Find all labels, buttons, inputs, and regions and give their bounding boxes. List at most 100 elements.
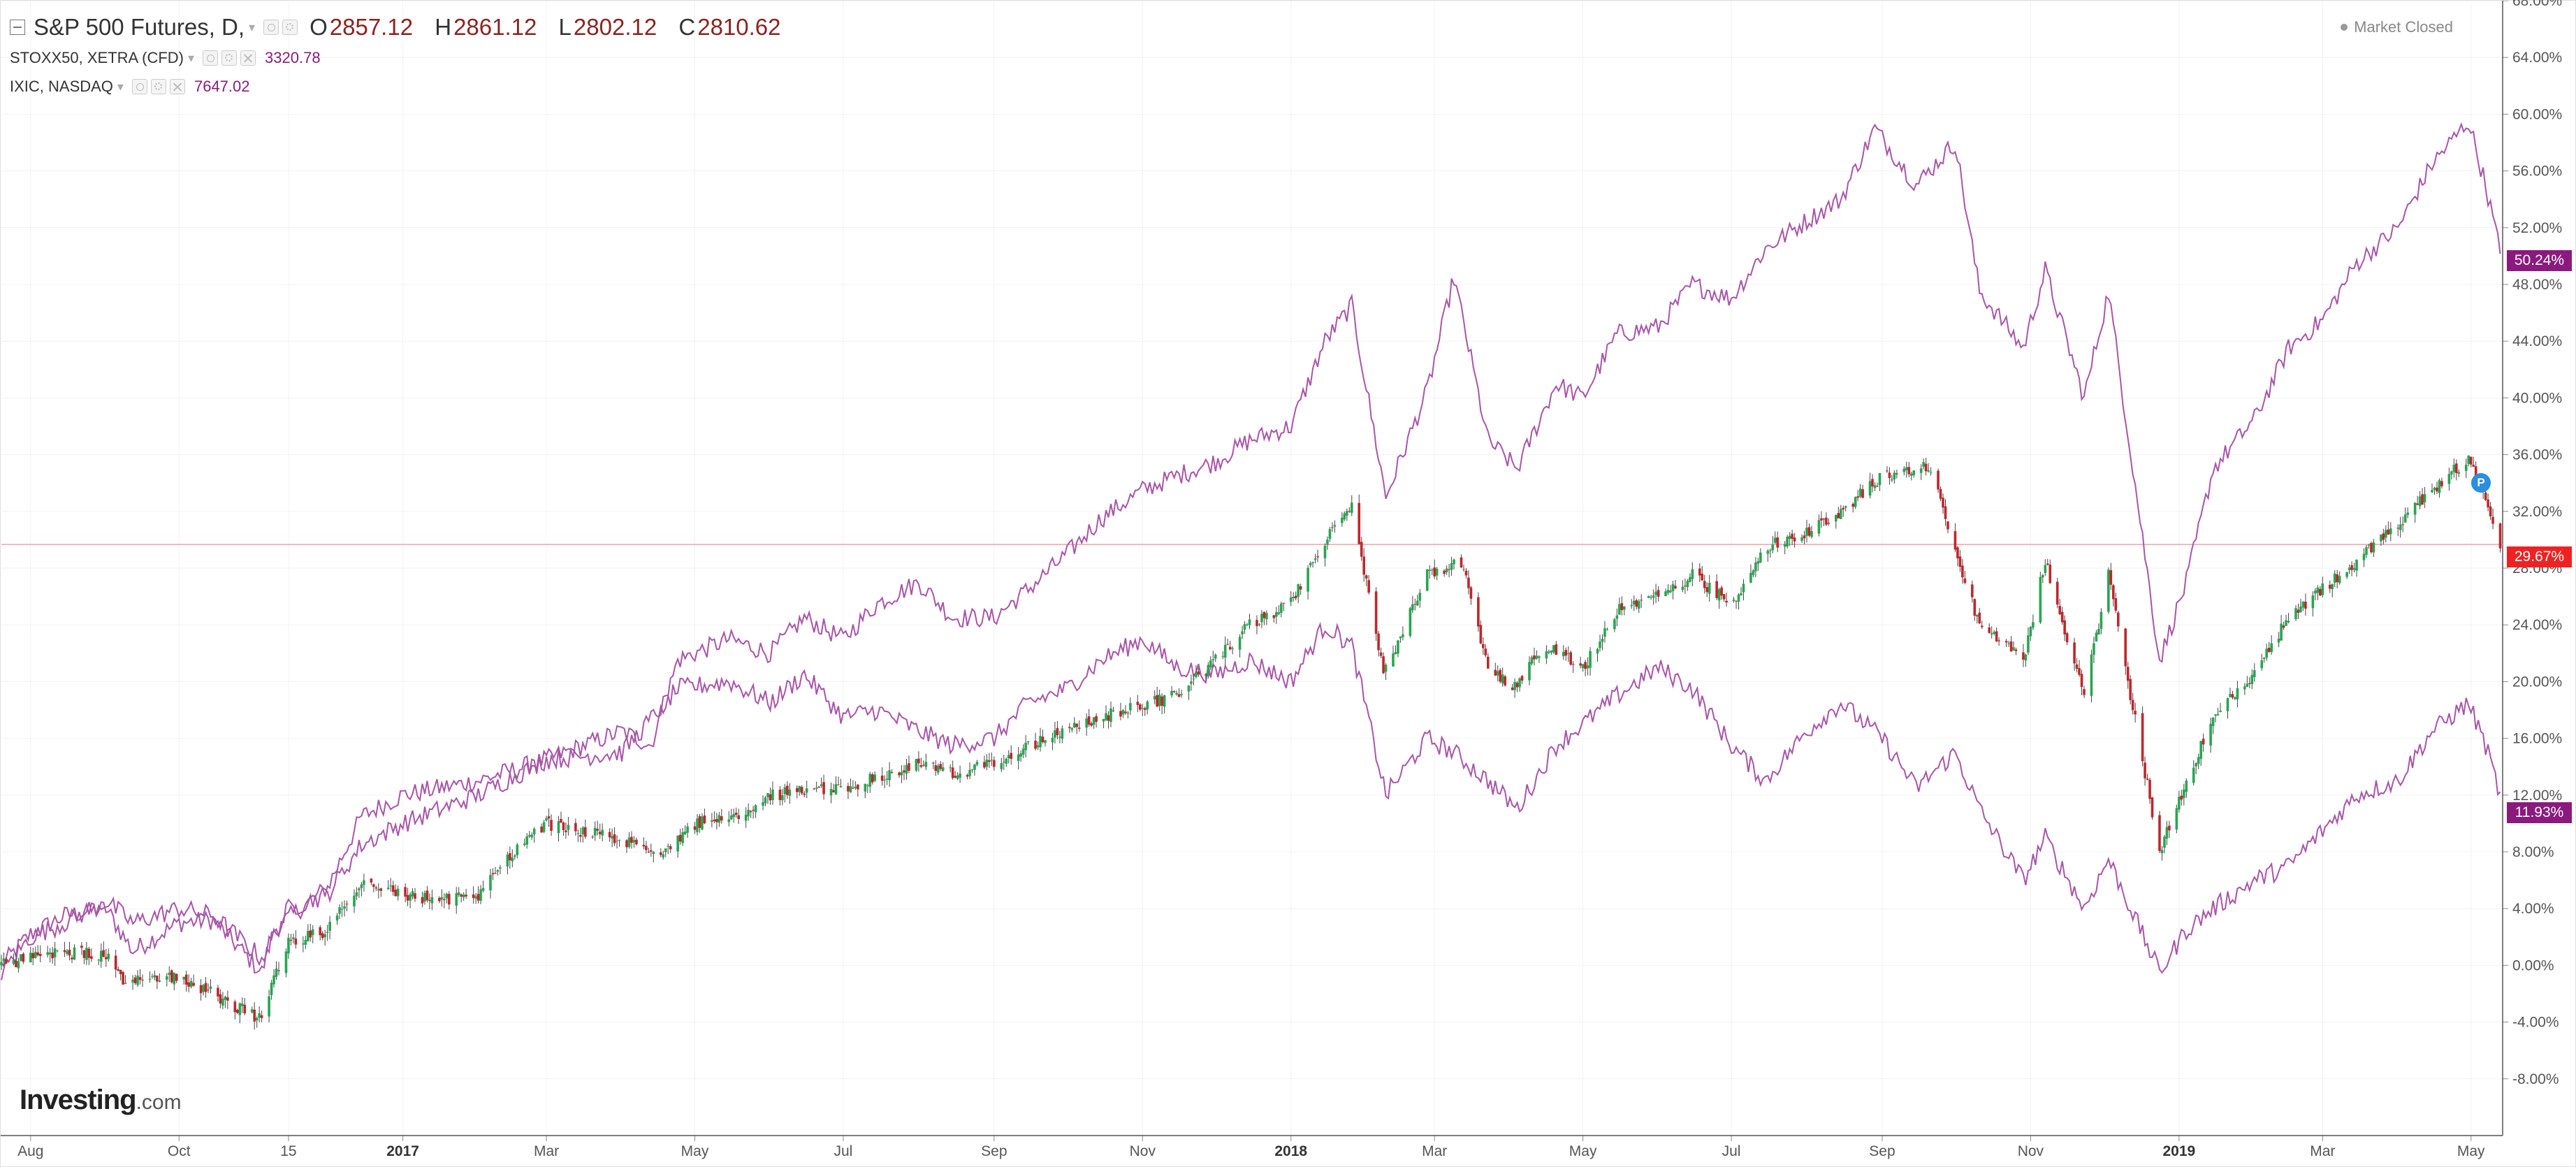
candle-down bbox=[2387, 529, 2390, 535]
candle-up bbox=[2165, 827, 2169, 839]
candle-down bbox=[1010, 753, 1013, 759]
candle-down bbox=[903, 770, 905, 773]
candle-down bbox=[703, 816, 706, 824]
compare-value-ixic: 7647.02 bbox=[194, 78, 250, 95]
candle-down bbox=[1294, 595, 1297, 599]
candle-up bbox=[839, 786, 843, 788]
candle-up bbox=[973, 764, 976, 770]
candle-up bbox=[2185, 781, 2188, 792]
investing-logo[interactable]: Investing.com bbox=[20, 1085, 182, 1116]
candle-up bbox=[1326, 539, 1329, 545]
main-series-legend[interactable]: S&P 500 Futures, D, ▾ O2857.12 H2861.12 … bbox=[10, 14, 796, 41]
collapse-icon[interactable] bbox=[10, 20, 25, 35]
candle-up bbox=[2192, 767, 2195, 783]
candle-up bbox=[2095, 632, 2098, 642]
candle-up bbox=[1314, 558, 1317, 560]
candle-up bbox=[1005, 758, 1008, 764]
candle-down bbox=[1228, 646, 1232, 650]
candle-up bbox=[97, 959, 101, 961]
candle-up bbox=[2163, 836, 2166, 848]
candle-down bbox=[1367, 580, 1370, 593]
candle-up bbox=[499, 867, 502, 869]
candle-up bbox=[1927, 470, 1930, 472]
candle-up bbox=[66, 950, 68, 954]
candle-up bbox=[1618, 604, 1621, 615]
candle-down bbox=[659, 852, 662, 855]
candle-down bbox=[1555, 644, 1558, 655]
candle-down bbox=[583, 827, 587, 837]
compare-legend-ixic[interactable]: IXIC, NASDAQ ▾ 7647.02 bbox=[10, 78, 250, 96]
close-icon[interactable] bbox=[169, 79, 185, 94]
candle-up bbox=[0, 962, 3, 966]
candle-up bbox=[681, 832, 684, 843]
candle-down bbox=[734, 813, 738, 816]
candle-up bbox=[1689, 577, 1691, 582]
candle-down bbox=[803, 793, 806, 795]
chevron-down-icon[interactable]: ▾ bbox=[117, 79, 124, 94]
candle-up bbox=[1141, 708, 1144, 709]
candle-down bbox=[2078, 667, 2081, 675]
candle-down bbox=[737, 815, 740, 819]
series-line-stoxx bbox=[1, 122, 2501, 974]
candle-down bbox=[1460, 557, 1463, 567]
candle-down bbox=[919, 764, 923, 767]
candle-down bbox=[2109, 570, 2113, 585]
candle-down bbox=[1299, 586, 1302, 590]
candle-down bbox=[82, 950, 86, 958]
candle-up bbox=[1248, 619, 1251, 625]
candle-up bbox=[506, 854, 509, 867]
candle-up bbox=[1279, 603, 1283, 613]
candle-up bbox=[1238, 637, 1242, 650]
event-marker-icon[interactable]: P bbox=[2471, 473, 2491, 493]
candle-up bbox=[2, 958, 6, 962]
chevron-down-icon[interactable]: ▾ bbox=[249, 20, 256, 34]
candle-up bbox=[1180, 694, 1183, 695]
candle-down bbox=[630, 836, 633, 843]
candle-down bbox=[1262, 611, 1266, 618]
candle-down bbox=[2146, 778, 2149, 780]
gear-icon[interactable] bbox=[221, 50, 238, 66]
candle-down bbox=[124, 983, 127, 984]
compare-name-stoxx[interactable]: STOXX50, XETRA (CFD) bbox=[10, 49, 184, 66]
compare-legend-stoxx[interactable]: STOXX50, XETRA (CFD) ▾ 3320.78 bbox=[10, 49, 321, 67]
eye-icon[interactable] bbox=[131, 79, 147, 94]
candle-down bbox=[1365, 575, 1368, 579]
candle-down bbox=[2436, 487, 2438, 492]
candle-up bbox=[1153, 696, 1156, 700]
candle-up bbox=[1858, 488, 1862, 497]
candle-up bbox=[353, 895, 356, 907]
candle-down bbox=[509, 853, 511, 861]
candle-up bbox=[2301, 601, 2305, 608]
candle-up bbox=[136, 976, 139, 985]
candle-down bbox=[2058, 606, 2061, 615]
ohlc-value-open: 2857.12 bbox=[329, 14, 414, 40]
candle-up bbox=[151, 976, 154, 978]
candle-down bbox=[579, 835, 582, 837]
close-icon[interactable] bbox=[240, 50, 256, 66]
candle-down bbox=[104, 957, 108, 959]
candle-up bbox=[2418, 496, 2422, 507]
gear-icon[interactable] bbox=[282, 20, 298, 35]
candle-up bbox=[445, 894, 449, 899]
compare-name-ixic[interactable]: IXIC, NASDAQ bbox=[10, 78, 113, 95]
candle-up bbox=[1873, 485, 1877, 488]
candle-down bbox=[491, 873, 495, 875]
eye-icon[interactable] bbox=[203, 50, 219, 66]
eye-icon[interactable] bbox=[263, 20, 279, 35]
gear-icon[interactable] bbox=[150, 79, 166, 94]
chevron-down-icon[interactable]: ▾ bbox=[187, 50, 195, 65]
candle-up bbox=[1669, 590, 1672, 593]
candle-down bbox=[1725, 600, 1728, 603]
candle-down bbox=[1837, 513, 1840, 519]
candle-down bbox=[1620, 603, 1624, 611]
candle-up bbox=[34, 952, 37, 958]
candle-up bbox=[2246, 683, 2249, 687]
main-series-title[interactable]: S&P 500 Futures, D, bbox=[34, 14, 245, 40]
candle-up bbox=[1919, 468, 1923, 473]
candle-up bbox=[1975, 615, 1979, 617]
candle-up bbox=[1562, 652, 1565, 657]
candle-up bbox=[1323, 545, 1327, 558]
candle-down bbox=[1119, 711, 1122, 717]
